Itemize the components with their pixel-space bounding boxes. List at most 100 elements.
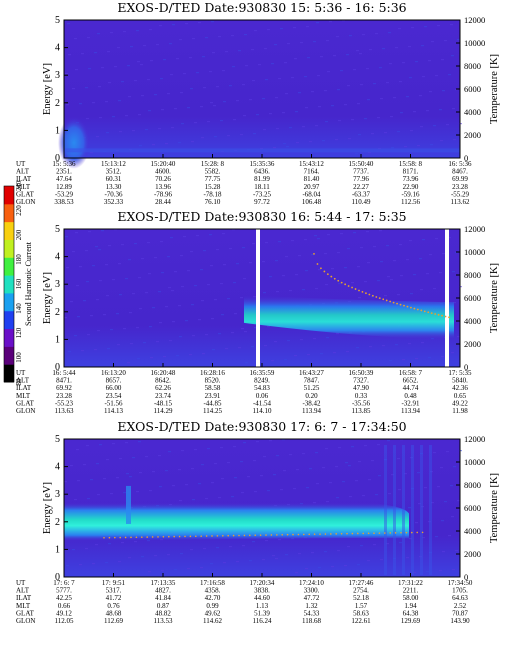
- table-cell: 8520.: [205, 377, 221, 385]
- table-cell: 49.12: [56, 609, 72, 617]
- speckle: [440, 467, 443, 469]
- table-cell: -59.16: [401, 190, 420, 198]
- colorbar-frame: [3, 185, 15, 383]
- speckle: [96, 299, 99, 301]
- y2-tick-label: 12000: [464, 224, 485, 234]
- speckle: [132, 130, 135, 132]
- temperature-point: [389, 532, 392, 534]
- speckle: [152, 144, 155, 146]
- speckle: [421, 45, 424, 47]
- speckle: [369, 346, 372, 348]
- speckle: [324, 551, 327, 553]
- speckle: [201, 137, 204, 139]
- temperature-point: [358, 289, 360, 292]
- table-cell: 4827.: [155, 587, 171, 595]
- y2-tick-label: 8000: [464, 480, 481, 490]
- speckle: [147, 540, 150, 542]
- speckle: [358, 134, 361, 136]
- table-cell: 8249.: [254, 377, 270, 385]
- speckle: [380, 559, 383, 561]
- speckle: [171, 127, 174, 129]
- table-cell: 16:50:39: [349, 369, 374, 377]
- speckle: [110, 32, 113, 34]
- y-tick-label: 4: [55, 252, 60, 263]
- speckle: [329, 21, 332, 23]
- speckle: [191, 141, 194, 143]
- speckle: [433, 125, 436, 127]
- speckle: [83, 300, 86, 302]
- speckle: [130, 46, 133, 48]
- speckle: [245, 362, 248, 364]
- table-cell: 2351.: [56, 168, 72, 176]
- table-cell: 15:20:40: [151, 160, 176, 168]
- table-cell: 49.22: [452, 399, 468, 407]
- speckle: [231, 332, 234, 334]
- speckle: [300, 42, 303, 44]
- temperature-point: [313, 252, 315, 255]
- colorbar-swatch: [4, 275, 14, 294]
- speckle: [267, 29, 270, 31]
- table-cell: 81.40: [304, 175, 320, 183]
- speckle: [85, 87, 88, 89]
- colorbar-swatch: [4, 364, 14, 383]
- speckle: [252, 541, 255, 543]
- speckle: [106, 132, 109, 134]
- temperature-point: [222, 534, 224, 537]
- speckle: [67, 23, 70, 25]
- speckle: [114, 66, 117, 68]
- temperature-point: [362, 532, 365, 535]
- colorbar-tick-label: 160: [15, 278, 23, 289]
- speckle: [351, 446, 354, 448]
- speckle: [106, 459, 109, 461]
- temperature-point: [423, 310, 426, 313]
- colorbar-swatch: [4, 203, 14, 223]
- speckle: [203, 87, 206, 89]
- table-cell: 5840.: [452, 377, 468, 385]
- speckle: [431, 502, 434, 504]
- speckle: [346, 54, 349, 56]
- speckle: [351, 119, 354, 121]
- speckle: [441, 59, 444, 61]
- temperature-point: [324, 533, 327, 535]
- speckle: [402, 359, 405, 361]
- speckle: [393, 260, 396, 262]
- table-cell: 11.98: [452, 407, 468, 415]
- speckle: [158, 128, 161, 130]
- temperature-point: [365, 292, 367, 295]
- y-tick-label: 5: [55, 15, 60, 26]
- speckle: [444, 501, 447, 503]
- speckle: [251, 49, 254, 51]
- table-cell: 3300.: [304, 587, 320, 595]
- speckle: [331, 268, 334, 270]
- speckle: [417, 145, 420, 147]
- table-cell: 352.33: [104, 198, 124, 206]
- speckle: [252, 80, 255, 82]
- speckle: [87, 334, 90, 336]
- speckle: [129, 312, 132, 314]
- speckle: [331, 105, 334, 107]
- speckle: [289, 127, 292, 129]
- speckle: [240, 297, 243, 299]
- speckle: [428, 357, 431, 359]
- speckle: [289, 290, 292, 292]
- temperature-point: [130, 536, 132, 539]
- speckle: [240, 134, 243, 136]
- speckle: [236, 100, 239, 102]
- speckle: [357, 103, 360, 105]
- speckle: [76, 285, 79, 287]
- speckle: [108, 543, 111, 545]
- speckle: [289, 454, 292, 456]
- temperature-point: [141, 536, 143, 538]
- temperature-point: [330, 275, 333, 278]
- y-tick-label: 3: [55, 279, 60, 290]
- table-cell: 77.75: [205, 175, 221, 183]
- speckle: [320, 353, 323, 355]
- speckle: [296, 142, 299, 144]
- speckle: [81, 350, 84, 352]
- burst: [126, 485, 131, 524]
- table-cell: 41.84: [155, 594, 171, 602]
- vertical-streak: [420, 445, 423, 575]
- temperature-point: [413, 307, 416, 310]
- speckle: [285, 554, 288, 556]
- temperature-point: [184, 535, 186, 538]
